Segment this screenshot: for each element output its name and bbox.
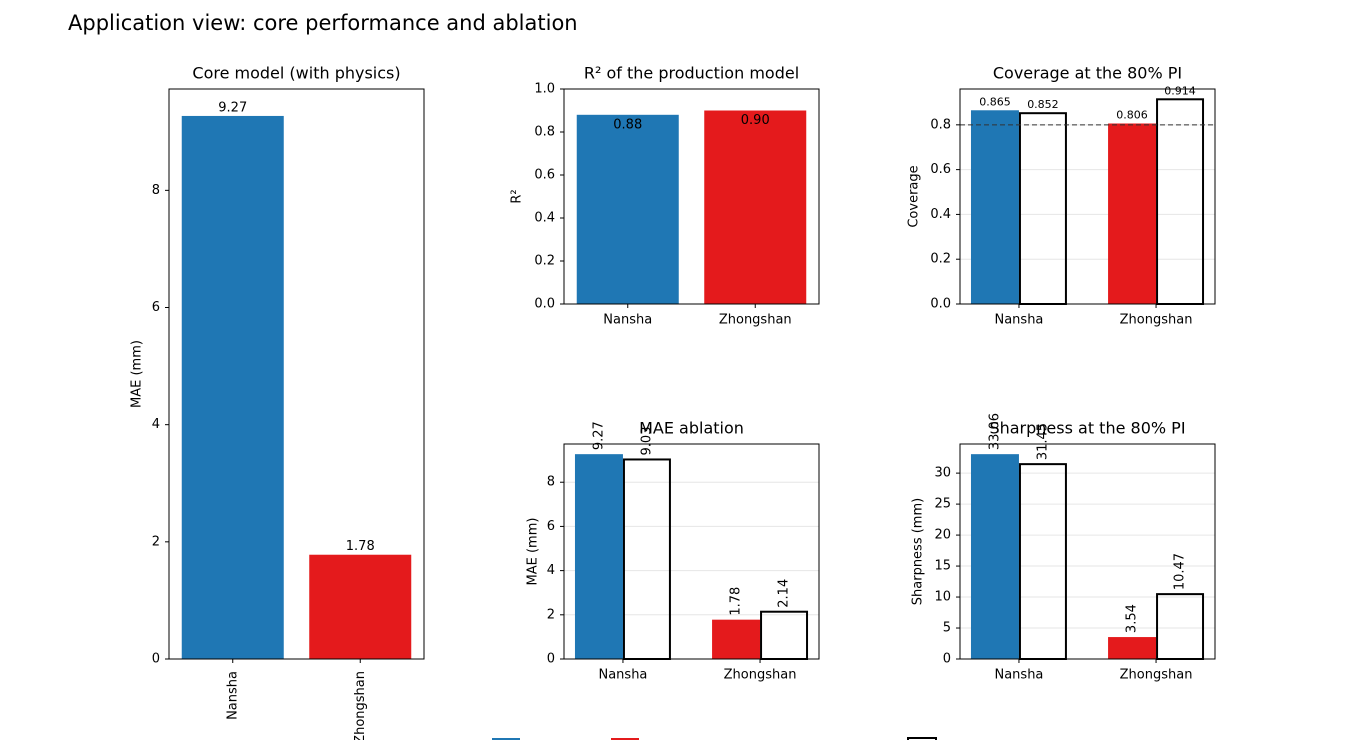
- chart-title: MAE ablation: [639, 419, 744, 438]
- y-tick-label: 25: [934, 497, 951, 512]
- chart-title: Sharpness at the 80% PI: [989, 419, 1185, 438]
- x-tick-label: Nansha: [598, 668, 647, 683]
- x-tick-label: Zhongshan: [719, 313, 792, 328]
- legend: [492, 737, 937, 740]
- y-tick-label: 1.0: [534, 82, 555, 97]
- x-tick-label: Zhongshan: [724, 668, 797, 683]
- value-label: 0.865: [979, 95, 1011, 108]
- y-tick-label: 6: [152, 300, 160, 315]
- y-axis-label: MAE (mm): [130, 340, 145, 408]
- y-tick-label: 0: [943, 652, 951, 667]
- x-tick-label: Nansha: [994, 313, 1043, 328]
- bar: [704, 110, 807, 304]
- y-tick-label: 0.8: [930, 117, 951, 132]
- bar: [1108, 637, 1157, 659]
- y-tick-label: 0.6: [930, 162, 951, 177]
- legend-patch: [907, 737, 937, 740]
- legend-patch: [611, 738, 639, 740]
- y-tick-label: 0.4: [930, 207, 951, 222]
- y-axis-label: Coverage: [907, 165, 922, 227]
- bar: [760, 610, 809, 660]
- x-tick-label: Zhongshan: [1120, 313, 1193, 328]
- bar: [309, 554, 412, 659]
- y-tick-label: 6: [547, 519, 555, 534]
- y-axis-label: R²: [510, 189, 525, 203]
- y-tick-label: 2: [547, 607, 555, 622]
- value-label: 0.90: [741, 113, 770, 128]
- axes-frame: [959, 88, 1216, 305]
- x-tick-label: Zhongshan: [1120, 668, 1193, 683]
- value-label: 2.14: [777, 579, 792, 608]
- bar: [1018, 112, 1067, 305]
- legend-patch: [492, 738, 520, 740]
- bar: [712, 619, 761, 659]
- bar: [970, 454, 1019, 659]
- y-tick-label: 30: [934, 466, 951, 481]
- y-tick-label: 0: [152, 652, 160, 667]
- value-label: 0.914: [1164, 84, 1196, 97]
- y-tick-label: 8: [152, 183, 160, 198]
- value-label: 33.06: [987, 413, 1002, 450]
- value-label: 0.852: [1027, 98, 1059, 111]
- value-label: 0.806: [1116, 108, 1148, 121]
- y-tick-label: 4: [152, 417, 160, 432]
- chart-title: R² of the production model: [584, 64, 799, 83]
- x-tick-label: Nansha: [603, 313, 652, 328]
- y-tick-label: 20: [934, 528, 951, 543]
- value-label: 3.54: [1125, 604, 1140, 633]
- bar: [1156, 593, 1205, 660]
- bar: [1108, 123, 1157, 304]
- y-tick-label: 15: [934, 559, 951, 574]
- y-tick-label: 2: [152, 534, 160, 549]
- value-label: 1.78: [346, 539, 375, 554]
- value-label: 9.27: [591, 421, 606, 450]
- value-label: 0.88: [613, 117, 642, 132]
- bar: [622, 458, 671, 660]
- value-label: 9.27: [218, 100, 247, 115]
- bar: [1018, 463, 1067, 661]
- bar: [181, 115, 284, 660]
- y-tick-label: 0: [547, 652, 555, 667]
- axes-frame: [959, 443, 1216, 660]
- y-tick-label: 0.2: [930, 252, 951, 267]
- y-tick-label: 8: [547, 475, 555, 490]
- y-tick-label: 0.8: [534, 125, 555, 140]
- y-tick-label: 0.0: [930, 297, 951, 312]
- y-tick-label: 0.0: [534, 297, 555, 312]
- y-tick-label: 0.6: [534, 168, 555, 183]
- bar: [574, 454, 623, 659]
- axes-frame: [563, 88, 820, 305]
- x-tick-label: Nansha: [225, 671, 240, 720]
- y-tick-label: 4: [547, 563, 555, 578]
- x-tick-label: Zhongshan: [353, 671, 368, 740]
- page-title: Application view: core performance and a…: [68, 11, 578, 35]
- axes-frame: [563, 443, 820, 660]
- y-axis-label: MAE (mm): [526, 518, 541, 586]
- y-tick-label: 0.4: [534, 211, 555, 226]
- x-tick-label: Nansha: [994, 668, 1043, 683]
- value-label: 1.78: [729, 587, 744, 616]
- value-label: 10.47: [1173, 553, 1188, 590]
- value-label: 9.03: [639, 427, 654, 456]
- bar: [1156, 98, 1205, 306]
- chart-title: Core model (with physics): [192, 64, 400, 83]
- bar: [970, 110, 1019, 305]
- bar: [576, 114, 679, 304]
- y-axis-label: Sharpness (mm): [911, 498, 926, 605]
- y-tick-label: 0.2: [534, 254, 555, 269]
- y-tick-label: 5: [943, 621, 951, 636]
- y-tick-label: 10: [934, 590, 951, 605]
- value-label: 31.45: [1035, 423, 1050, 460]
- axes-frame: [168, 88, 425, 660]
- chart-title: Coverage at the 80% PI: [993, 64, 1182, 83]
